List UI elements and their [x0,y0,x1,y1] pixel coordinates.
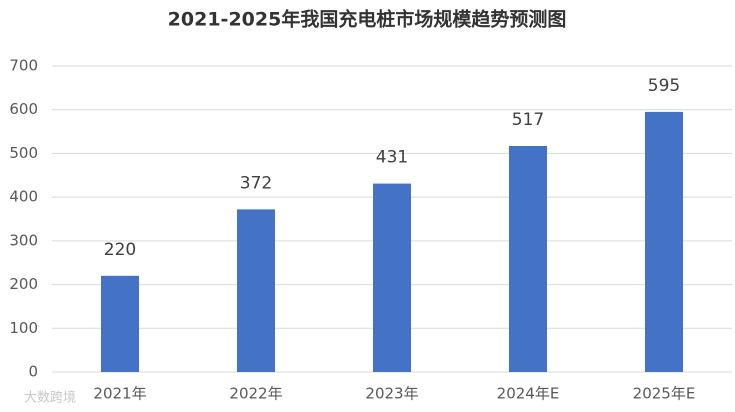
data-label: 431 [376,148,408,168]
y-tick-label: 500 [9,144,38,162]
data-label: 220 [104,240,136,260]
y-tick-label: 700 [9,57,38,75]
y-tick-label: 200 [9,275,38,293]
y-tick-label: 300 [9,231,38,249]
y-tick-label: 0 [28,363,38,381]
bar [373,183,411,372]
watermark: 大数跨境 [24,391,76,406]
x-tick-label: 2025年E [633,385,696,403]
bar [237,209,275,372]
y-tick-label: 600 [9,100,38,118]
y-tick-label: 400 [9,188,38,206]
chart-title: 2021-2025年我国充电桩市场规模趋势预测图 [168,8,567,31]
x-tick-label: 2022年 [229,385,282,403]
data-label: 517 [512,110,544,130]
bar [509,145,547,372]
bar [101,275,139,372]
data-label: 595 [648,76,680,96]
x-tick-label: 2021年 [93,385,146,403]
y-tick-label: 100 [9,319,38,337]
x-tick-label: 2023年 [365,385,418,403]
data-label: 372 [240,173,272,193]
bar [645,111,683,373]
x-tick-label: 2024年E [497,385,560,403]
